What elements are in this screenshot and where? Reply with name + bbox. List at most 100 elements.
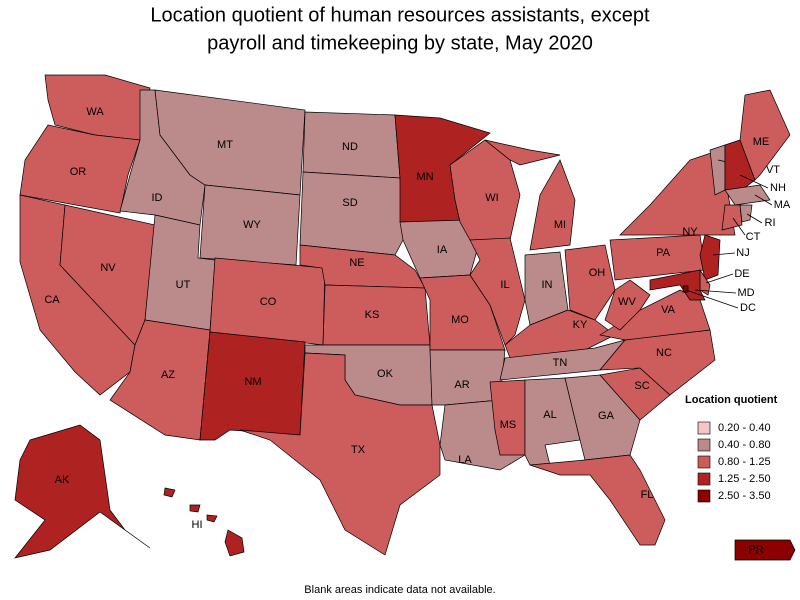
- legend-label: 1.25 - 2.50: [718, 473, 771, 485]
- state-label: MO: [451, 314, 469, 326]
- state-label: MI: [554, 219, 566, 231]
- legend-swatch: [697, 421, 711, 435]
- state-label: DE: [734, 268, 749, 280]
- state-label: ME: [753, 136, 770, 148]
- state-shape: [699, 234, 721, 281]
- leader-line: [746, 213, 763, 224]
- state-label: LA: [458, 454, 472, 466]
- state-label: NE: [349, 257, 364, 269]
- legend-label: 0.80 - 1.25: [718, 456, 771, 468]
- state-label: IA: [437, 244, 448, 256]
- legend-swatch: [697, 489, 711, 503]
- state-label: MS: [500, 419, 517, 431]
- state-label: AL: [543, 409, 556, 421]
- state-label: VA: [661, 304, 676, 316]
- title-line: payroll and timekeeping by state, May 20…: [207, 32, 593, 54]
- legend-label: 2.50 - 3.50: [718, 490, 771, 502]
- state-shape: [224, 529, 245, 557]
- state-label: NY: [682, 226, 698, 238]
- state-shape: [734, 539, 796, 561]
- state-label: SD: [342, 197, 357, 209]
- state-shape: [299, 171, 404, 256]
- state-shape: [189, 504, 201, 513]
- state-label: AR: [454, 379, 469, 391]
- state-label: MN: [416, 171, 433, 183]
- state-label: KS: [365, 309, 380, 321]
- state-shape: [19, 124, 141, 214]
- state-label: DC: [740, 302, 756, 314]
- state-shape: [649, 269, 706, 301]
- state-label: WY: [243, 219, 261, 231]
- state-label: NM: [244, 376, 261, 388]
- state-label: WA: [86, 106, 104, 118]
- title-line: Location quotient of human resources ass…: [150, 4, 650, 26]
- legend-label: 0.20 - 0.40: [718, 422, 771, 434]
- state-shape: [14, 424, 151, 559]
- state-label: CA: [44, 294, 60, 306]
- leader-line: [732, 217, 746, 236]
- state-label: CO: [260, 296, 277, 308]
- state-label: SC: [634, 380, 649, 392]
- state-label: ID: [152, 192, 163, 204]
- state-label: OK: [377, 368, 394, 380]
- state-label: UT: [176, 279, 191, 291]
- state-shape: [239, 352, 441, 556]
- state-shape: [489, 379, 526, 456]
- leader-line: [754, 194, 773, 206]
- state-label: PA: [656, 247, 671, 259]
- state-shape: [739, 204, 753, 223]
- state-shape: [529, 159, 576, 251]
- state-label: CT: [746, 231, 761, 243]
- legend-swatch: [697, 455, 711, 469]
- state-label: AZ: [161, 369, 175, 381]
- note: Blank areas indicate data not available.: [304, 584, 495, 596]
- state-shape: [604, 279, 651, 331]
- state-label: PR: [748, 544, 763, 556]
- state-label: TN: [553, 357, 568, 369]
- state-label: WV: [618, 296, 636, 308]
- state-label: WI: [485, 192, 498, 204]
- state-label: GA: [598, 410, 615, 422]
- state-label: NH: [770, 182, 786, 194]
- legend-swatch: [697, 472, 711, 486]
- state-shape: [724, 184, 771, 206]
- state-label: MD: [737, 287, 754, 299]
- legend-title: Location quotient: [685, 394, 778, 406]
- state-label: NJ: [736, 247, 749, 259]
- leader-line: [685, 289, 739, 309]
- state-label: MA: [774, 199, 791, 211]
- state-label: MT: [217, 139, 233, 151]
- states: WA OR CA NV ID MT WY UT AZ CO NM ND SD NE KS OK TX MN IA MO…: [14, 74, 796, 561]
- state-label: IN: [542, 279, 553, 291]
- state-label: NC: [656, 347, 672, 359]
- state-label: HI: [192, 519, 203, 531]
- state-shape: [199, 331, 306, 441]
- state-label: FL: [641, 489, 654, 501]
- legend-label: 0.40 - 0.80: [718, 439, 771, 451]
- state-label: IL: [500, 279, 509, 291]
- state-label: AK: [55, 474, 70, 486]
- state-shape: [484, 139, 561, 166]
- state-shape: [199, 184, 301, 266]
- state-label: KY: [573, 319, 588, 331]
- leader-line: [739, 174, 769, 189]
- state-shape: [206, 514, 218, 523]
- state-shape: [739, 89, 791, 181]
- state-label: VT: [766, 164, 780, 176]
- state-label: NV: [100, 262, 116, 274]
- state-shape: [529, 454, 666, 546]
- state-label: ND: [342, 141, 358, 153]
- state-label: OR: [70, 166, 87, 178]
- leader-line: [705, 273, 734, 284]
- state-shape: [163, 487, 176, 498]
- legend-swatch: [697, 438, 711, 452]
- state-label: OH: [589, 267, 606, 279]
- legend: 0.20 - 0.40 0.40 - 0.80 0.80 - 1.25 1.25 - …: [697, 421, 771, 503]
- state-label: TX: [351, 444, 366, 456]
- state-shape: [564, 244, 616, 321]
- state-label: RI: [765, 217, 776, 229]
- leader-line: [712, 252, 736, 256]
- state-shape: [682, 285, 689, 293]
- leader-line: [694, 289, 737, 294]
